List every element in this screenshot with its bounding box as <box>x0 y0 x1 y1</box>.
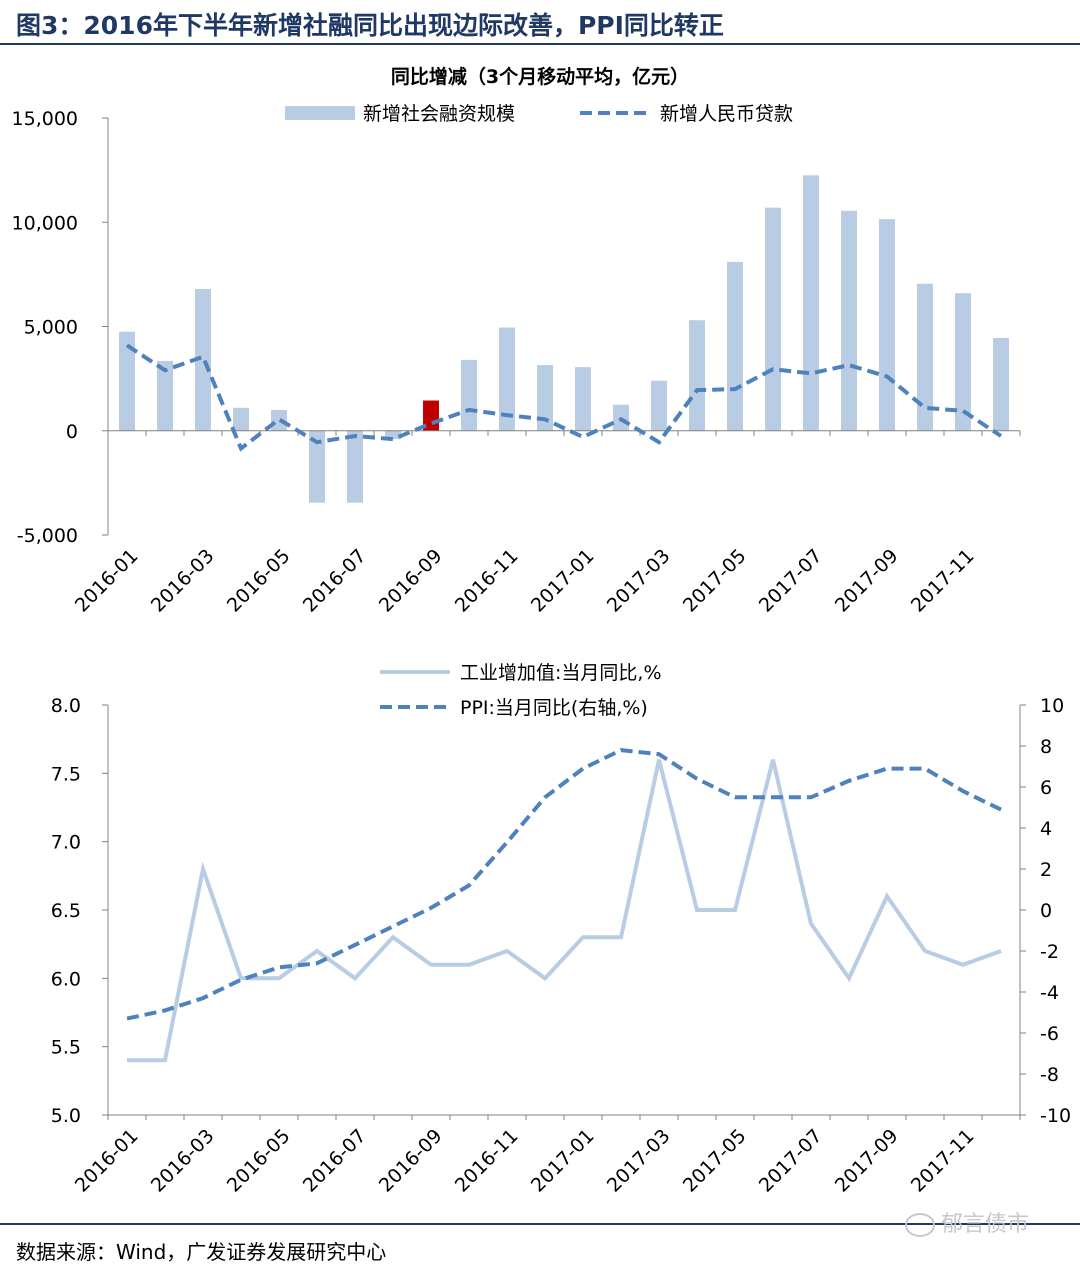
y-tick-label: -5,000 <box>17 525 78 547</box>
x-tick-label: 2017-11 <box>907 1125 979 1197</box>
x-tick-label: 2017-11 <box>907 545 979 617</box>
x-tick-label: 2017-07 <box>755 1125 827 1197</box>
bar <box>347 430 363 503</box>
figure-title: 图3：2016年下半年新增社融同比出现边际改善，PPI同比转正 <box>16 11 724 40</box>
title-rule <box>0 43 1080 45</box>
bar <box>233 407 249 431</box>
x-tick-label: 2017-01 <box>527 545 599 617</box>
y-tick-label-right: 2 <box>1040 859 1052 881</box>
bar <box>917 283 933 431</box>
series-line-loans <box>125 343 1003 452</box>
x-tick-label: 2016-07 <box>299 1125 371 1197</box>
x-tick-label: 2017-05 <box>679 545 751 617</box>
bar <box>803 175 819 431</box>
bar <box>157 360 173 431</box>
y-tick-label: 5,000 <box>24 317 78 339</box>
x-tick-label: 2016-05 <box>223 1125 295 1197</box>
chart-industrial-ppi: 工业增加值:当月同比,% PPI:当月同比(右轴,%) 5.0 5.5 6.0 6.5 7.… <box>51 662 1071 1197</box>
legend-label-line: 新增人民币贷款 <box>660 103 793 125</box>
x-tick-label: 2017-03 <box>603 1125 675 1197</box>
bar <box>955 293 971 431</box>
bar <box>271 409 287 431</box>
bar <box>309 430 325 503</box>
y-tick-label: 15,000 <box>12 108 78 130</box>
bar <box>841 210 857 431</box>
watermark: 郁言债市 <box>905 1206 1029 1238</box>
chart-new-social-financing: 同比增减（3个月移动平均，亿元） 新增社会融资规模 新增人民币贷款 -5,000 0 5,… <box>12 65 1021 617</box>
legend-swatch-bar <box>285 106 355 120</box>
x-tick-label: 2017-09 <box>831 545 903 617</box>
bar <box>765 207 781 431</box>
y-tick-label-left: 6.5 <box>51 900 81 922</box>
x-tick-label: 2017-05 <box>679 1125 751 1197</box>
x-tick-label: 2017-01 <box>527 1125 599 1197</box>
x-tick-label: 2017-07 <box>755 545 827 617</box>
footer-rule <box>0 1223 1080 1225</box>
x-tick-label: 2017-03 <box>603 545 675 617</box>
bar <box>575 367 591 431</box>
bar <box>499 327 515 431</box>
series-line-ppi <box>126 748 1002 1021</box>
bar <box>993 337 1009 431</box>
bar <box>119 331 135 431</box>
x-tick-label: 2016-01 <box>71 545 143 617</box>
legend-label-industrial: 工业增加值:当月同比,% <box>460 662 662 684</box>
bar <box>537 365 553 431</box>
y-tick-label: 0 <box>66 421 78 443</box>
source-note: 数据来源：Wind，广发证券发展研究中心 <box>16 1240 387 1264</box>
y-tick-label-right: -6 <box>1040 1023 1059 1045</box>
x-tick-label: 2016-11 <box>451 1125 523 1197</box>
y-tick-label-right: 0 <box>1040 900 1052 922</box>
x-tick-label: 2016-01 <box>71 1125 143 1197</box>
legend-label-bar: 新增社会融资规模 <box>363 103 515 125</box>
x-tick-label: 2016-05 <box>223 545 295 617</box>
y-tick-label-left: 5.5 <box>51 1037 81 1059</box>
x-tick-label: 2017-09 <box>831 1125 903 1197</box>
y-tick-label-left: 7.5 <box>51 763 81 785</box>
y-tick-label-right: -4 <box>1040 982 1059 1004</box>
y-tick-label-right: -10 <box>1040 1105 1071 1127</box>
bar <box>651 380 667 431</box>
bar <box>195 288 211 431</box>
y-tick-label-left: 6.0 <box>51 968 81 990</box>
y-tick-label-right: 8 <box>1040 736 1052 758</box>
x-tick-label: 2016-07 <box>299 545 371 617</box>
y-tick-label-left: 8.0 <box>51 695 81 717</box>
legend-label-ppi: PPI:当月同比(右轴,%) <box>460 697 648 719</box>
x-tick-label: 2016-09 <box>375 1125 447 1197</box>
y-tick-label-right: 6 <box>1040 777 1052 799</box>
x-tick-label: 2016-03 <box>147 1125 219 1197</box>
y-tick-label-right: 10 <box>1040 695 1064 717</box>
y-tick-label-left: 5.0 <box>51 1105 81 1127</box>
series-line-industrial <box>127 759 1002 1063</box>
x-tick-label: 2016-09 <box>375 545 447 617</box>
y-tick-label-right: -2 <box>1040 941 1059 963</box>
watermark-text: 郁言债市 <box>941 1212 1030 1237</box>
y-tick-label: 10,000 <box>12 212 78 234</box>
x-tick-label: 2016-11 <box>451 545 523 617</box>
bar <box>385 430 401 440</box>
y-tick-label-right: -8 <box>1040 1064 1059 1086</box>
bar <box>461 359 477 431</box>
bar <box>879 219 895 431</box>
y-tick-label-left: 7.0 <box>51 832 81 854</box>
wechat-icon <box>905 1213 935 1237</box>
chart-title: 同比增减（3个月移动平均，亿元） <box>391 65 689 88</box>
bar <box>689 320 705 431</box>
y-tick-label-right: 4 <box>1040 818 1052 840</box>
x-tick-label: 2016-03 <box>147 545 219 617</box>
bar <box>727 261 743 431</box>
